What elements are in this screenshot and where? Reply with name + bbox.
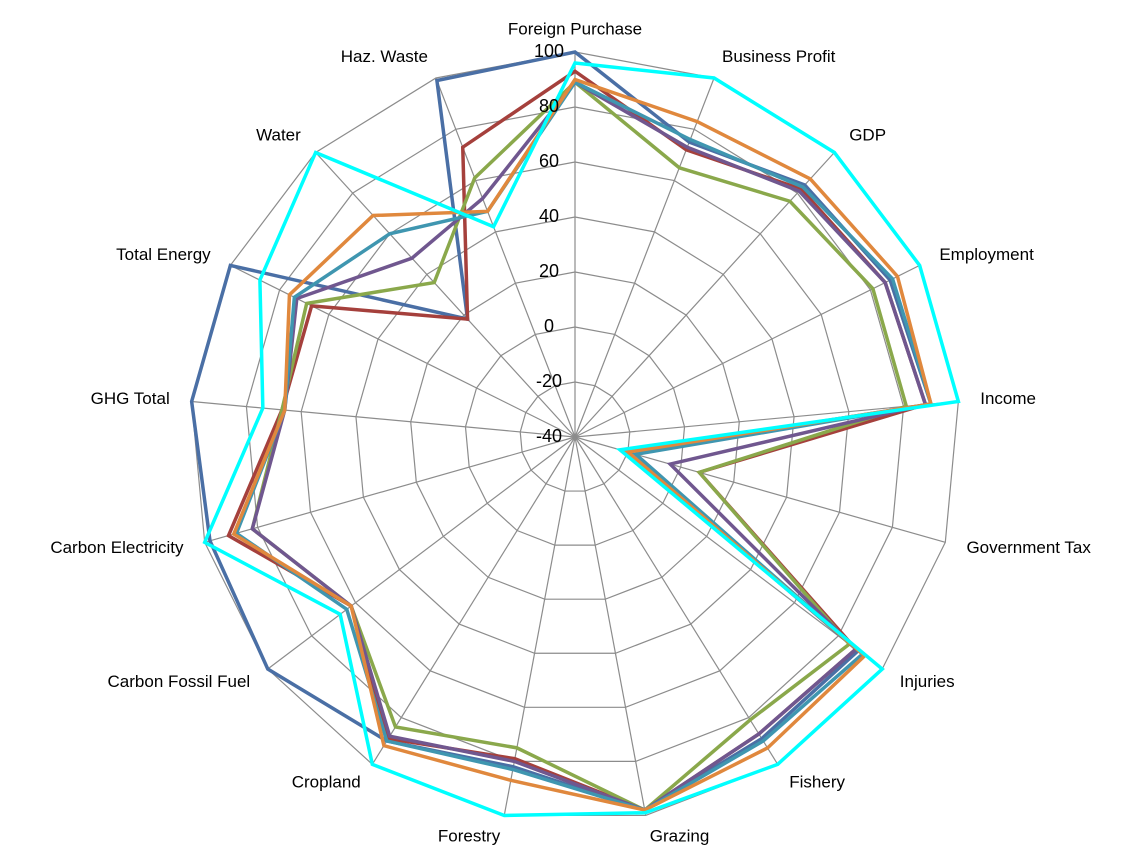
y-tick-label: -20	[536, 371, 562, 391]
y-tick-label: 20	[539, 261, 559, 281]
spoke	[371, 436, 576, 765]
y-tick-label: 40	[539, 206, 559, 226]
spoke	[315, 152, 576, 438]
spoke	[574, 400, 959, 438]
spoke	[574, 436, 779, 765]
spoke	[574, 436, 883, 670]
category-label: Government Tax	[966, 538, 1091, 557]
y-tick-label: 60	[539, 151, 559, 171]
spoke	[435, 77, 576, 438]
y-tick-label: 100	[534, 41, 564, 61]
spoke	[191, 400, 576, 438]
category-label: Income	[980, 389, 1036, 408]
spoke	[204, 436, 576, 543]
grid-ring	[464, 326, 686, 546]
series-line	[250, 79, 909, 813]
spoke	[574, 77, 715, 438]
category-label: GHG Total	[91, 389, 170, 408]
y-tick-label: 80	[539, 96, 559, 116]
category-label: Water	[256, 126, 301, 145]
series-line	[202, 61, 961, 818]
y-tick-label: -40	[536, 426, 562, 446]
category-label: Cropland	[292, 773, 361, 792]
category-label: Carbon Electricity	[50, 538, 184, 557]
category-label: Grazing	[650, 827, 710, 846]
spoke	[574, 264, 920, 438]
spoke	[503, 436, 576, 816]
category-label: Haz. Waste	[341, 47, 428, 66]
grid-ring	[519, 381, 631, 492]
category-label: Business Profit	[722, 47, 836, 66]
grid-ring	[355, 216, 795, 654]
category-label: Foreign Purchase	[508, 19, 642, 38]
grid-ring	[300, 161, 850, 708]
category-label: Total Energy	[116, 245, 211, 264]
category-label: Employment	[939, 245, 1034, 264]
spoke	[267, 436, 576, 670]
spoke	[574, 436, 647, 816]
series-line	[234, 80, 934, 812]
category-label: Forestry	[438, 827, 501, 846]
category-label: GDP	[849, 126, 886, 145]
grid-ring	[410, 271, 740, 600]
category-label: Injuries	[900, 672, 955, 691]
series-line	[250, 79, 928, 812]
category-label: Carbon Fossil Fuel	[108, 672, 251, 691]
series-line	[231, 77, 934, 812]
spoke	[574, 152, 835, 438]
category-label: Fishery	[789, 773, 845, 792]
y-tick-label: 0	[544, 316, 554, 336]
